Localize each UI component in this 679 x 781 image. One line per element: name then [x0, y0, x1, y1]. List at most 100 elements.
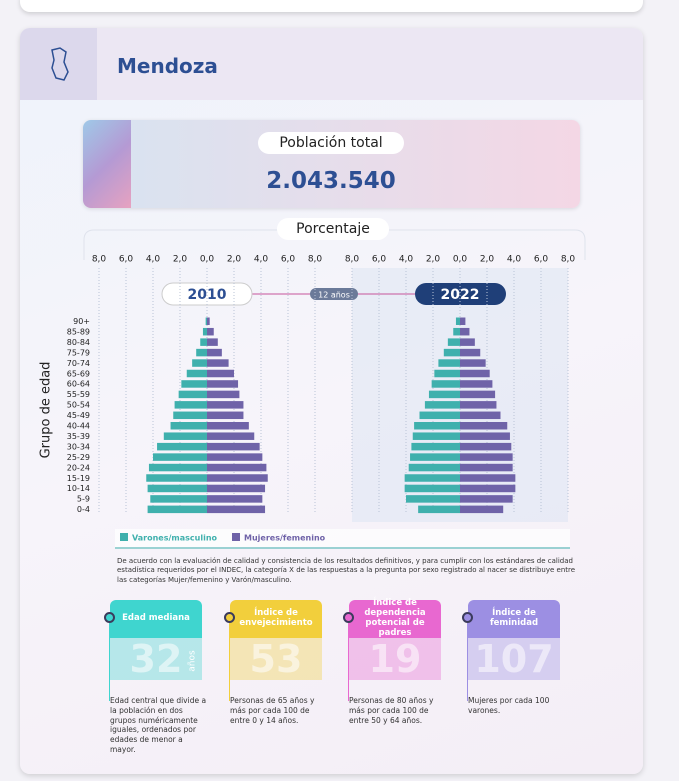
age-label: 75-79 — [67, 348, 90, 357]
male-bar — [174, 401, 207, 409]
female-bar — [460, 474, 516, 482]
male-bar — [418, 505, 460, 514]
female-bar — [207, 390, 240, 399]
age-label: 65-69 — [67, 369, 90, 378]
female-bar — [207, 348, 222, 357]
female-bar — [207, 338, 218, 346]
female-bar — [460, 411, 501, 420]
top-card — [20, 0, 643, 12]
x-tick-label: 8,0 — [561, 255, 576, 265]
female-bar — [460, 495, 513, 503]
indicator-unit: años — [187, 650, 198, 672]
age-label: 90+ — [73, 317, 90, 326]
female-bar — [207, 432, 255, 440]
male-bar — [200, 338, 207, 346]
indicator-header: Índice de envejecimiento — [230, 600, 322, 638]
male-bar — [192, 359, 207, 367]
age-label: 40-44 — [67, 422, 90, 431]
male-bar — [406, 495, 460, 503]
male-bar — [150, 495, 207, 503]
female-bar — [460, 369, 490, 378]
male-bar — [146, 474, 207, 482]
female-bar — [207, 505, 266, 514]
age-label: 60-64 — [67, 380, 90, 389]
female-bar — [207, 380, 239, 388]
female-bar — [460, 463, 513, 472]
province-icon — [20, 28, 97, 100]
female-bar — [207, 369, 234, 378]
male-bar — [163, 432, 207, 440]
age-label: 0-4 — [77, 505, 90, 514]
x-tick-label: 2,0 — [173, 255, 188, 265]
indicator-value: 53 — [249, 637, 303, 681]
age-label: 10-14 — [67, 484, 90, 493]
male-bar — [170, 422, 207, 430]
x-tick-label: 2,0 — [480, 255, 495, 265]
age-label: 25-29 — [67, 453, 90, 462]
male-bar — [202, 327, 207, 336]
male-bar — [419, 411, 460, 420]
x-tick-label: 0,0 — [453, 255, 468, 265]
indicator-desc: Personas de 65 años y más por cada 100 d… — [230, 696, 315, 725]
male-bar — [412, 432, 460, 440]
indicator-desc: Personas de 80 años y más por cada 100 d… — [349, 696, 434, 725]
legend-bg — [115, 529, 570, 547]
male-bar — [173, 411, 207, 420]
male-bar — [147, 505, 207, 514]
age-label: 15-19 — [67, 474, 90, 483]
x-tick-label: 0,0 — [200, 255, 215, 265]
indicator-line — [348, 623, 349, 701]
x-tick-label: 4,0 — [146, 255, 161, 265]
female-bar — [207, 484, 266, 493]
indicator-body — [110, 638, 202, 680]
female-bar — [460, 338, 475, 346]
age-label: 55-59 — [67, 390, 90, 399]
male-bar — [147, 484, 207, 493]
male-bar — [157, 442, 207, 451]
indicator-value: 19 — [368, 637, 422, 681]
age-label: 5-9 — [77, 495, 90, 504]
female-bar — [207, 359, 229, 367]
province-title: Mendoza — [117, 54, 218, 78]
female-bar — [460, 317, 466, 325]
male-bar — [404, 474, 460, 482]
female-bar — [460, 359, 486, 367]
female-bar — [460, 442, 512, 451]
indicator-header: Edad mediana — [110, 600, 202, 638]
male-bar — [178, 390, 207, 399]
x-tick-label: 4,0 — [399, 255, 414, 265]
indicator-desc: Mujeres por cada 100 varones. — [468, 696, 550, 715]
interval-pill — [310, 288, 358, 300]
indicator-body — [468, 638, 560, 680]
population-value: 2.043.540 — [266, 168, 396, 194]
header-band — [20, 28, 643, 100]
male-bar — [424, 401, 460, 409]
female-bar — [460, 505, 504, 514]
age-label: 20-24 — [67, 463, 90, 472]
age-label: 35-39 — [67, 432, 90, 441]
male-bar — [153, 453, 207, 461]
female-bar — [460, 380, 493, 388]
note: De acuerdo con la evaluación de calidad … — [117, 557, 576, 584]
female-bar — [460, 453, 513, 461]
x-tick-label: 2,0 — [426, 255, 441, 265]
legend-swatch — [232, 533, 240, 541]
female-bar — [207, 317, 210, 325]
male-bar — [404, 484, 460, 493]
x-tick-label: 8,0 — [308, 255, 323, 265]
female-bar — [460, 348, 481, 357]
male-bar — [196, 348, 207, 357]
indicator-dot — [343, 612, 354, 623]
female-bar — [460, 432, 510, 440]
female-bar — [207, 495, 263, 503]
age-label: 80-84 — [67, 338, 90, 347]
female-bar — [207, 442, 260, 451]
x-tick-label: 6,0 — [119, 255, 134, 265]
indicator-body — [230, 638, 322, 680]
female-bar — [460, 401, 497, 409]
male-bar — [443, 348, 460, 357]
male-bar — [205, 317, 207, 325]
female-bar — [460, 327, 470, 336]
male-bar — [455, 317, 460, 325]
